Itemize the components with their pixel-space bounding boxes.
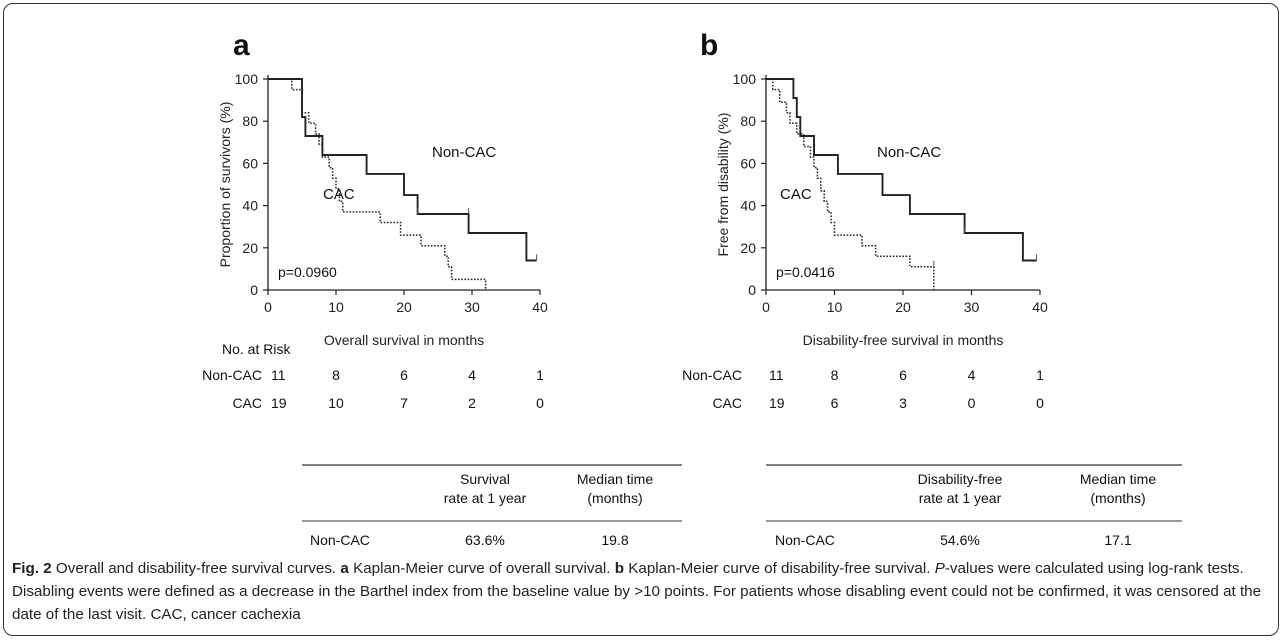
summary-rate: 54.6% xyxy=(940,532,980,548)
summary-median: 17.1 xyxy=(1104,532,1131,548)
y-tick-label: 40 xyxy=(242,198,258,214)
summary-header-line1: Median time xyxy=(1080,471,1156,487)
risk-count: 6 xyxy=(400,367,408,383)
risk-count: 1 xyxy=(1036,367,1044,383)
y-tick-label: 0 xyxy=(250,282,258,298)
risk-count: 11 xyxy=(271,367,286,383)
y-tick-label: 80 xyxy=(740,113,756,129)
series-label-cac: CAC xyxy=(323,186,355,203)
summary-header-line2: rate at 1 year xyxy=(919,490,1002,506)
y-tick-label: 60 xyxy=(740,155,756,171)
series-label-cac: CAC xyxy=(780,186,812,203)
risk-count: 6 xyxy=(899,367,907,383)
y-tick-label: 80 xyxy=(242,113,258,129)
figure-frame xyxy=(3,3,1279,636)
risk-count: 7 xyxy=(400,395,408,411)
y-tick-label: 20 xyxy=(740,240,756,256)
risk-row-label: CAC xyxy=(712,395,742,411)
km-curve-non-cac xyxy=(268,78,537,262)
p-value-label: p=0.0960 xyxy=(278,264,337,280)
p-value-label: p=0.0416 xyxy=(776,264,835,280)
km-curve-cac xyxy=(766,78,935,290)
x-tick-label: 20 xyxy=(895,299,911,315)
x-axis-title: Overall survival in months xyxy=(324,332,484,348)
km-curve-cac xyxy=(268,78,487,290)
risk-row-label: Non-CAC xyxy=(682,367,742,383)
figure-caption: Fig. 2 Overall and disability-free survi… xyxy=(12,557,1274,626)
panel-letter: b xyxy=(700,29,718,62)
risk-count: 4 xyxy=(468,367,476,383)
risk-count: 3 xyxy=(899,395,907,411)
risk-count: 1 xyxy=(536,367,544,383)
x-tick-label: 40 xyxy=(1032,299,1048,315)
summary-header-line1: Median time xyxy=(577,471,653,487)
risk-count: 11 xyxy=(769,367,784,383)
x-tick-label: 0 xyxy=(762,299,770,315)
risk-count: 6 xyxy=(831,395,839,411)
series-label-non-cac: Non-CAC xyxy=(877,144,941,161)
risk-count: 0 xyxy=(1036,395,1044,411)
summary-header-line1: Survival xyxy=(460,471,510,487)
y-tick-label: 60 xyxy=(242,155,258,171)
caption-fig-label: Fig. 2 xyxy=(12,560,52,577)
summary-header-line1: Disability-free xyxy=(918,471,1003,487)
risk-count: 4 xyxy=(968,367,976,383)
y-tick-label: 100 xyxy=(235,71,259,87)
risk-table-title: No. at Risk xyxy=(222,341,291,357)
risk-count: 0 xyxy=(968,395,976,411)
km-curve-non-cac xyxy=(766,78,1037,262)
risk-count: 0 xyxy=(536,395,544,411)
caption-b-text: Kaplan-Meier curve of disability-free su… xyxy=(628,560,931,577)
summary-rate: 63.6% xyxy=(465,532,505,548)
y-tick-label: 40 xyxy=(740,198,756,214)
x-axis-title: Disability-free survival in months xyxy=(803,332,1004,348)
caption-p-italic: P xyxy=(934,560,945,577)
summary-header-line2: (months) xyxy=(587,490,642,506)
summary-header-line2: rate at 1 year xyxy=(444,490,527,506)
risk-count: 19 xyxy=(271,395,287,411)
y-axis-title: Proportion of survivors (%) xyxy=(217,102,233,268)
risk-row-label: CAC xyxy=(232,395,262,411)
summary-median: 19.8 xyxy=(601,532,628,548)
y-tick-label: 100 xyxy=(733,71,757,87)
x-tick-label: 0 xyxy=(264,299,272,315)
caption-title: Overall and disability-free survival cur… xyxy=(55,560,337,577)
x-tick-label: 10 xyxy=(827,299,843,315)
series-label-non-cac: Non-CAC xyxy=(432,144,496,161)
caption-b-label: b xyxy=(614,560,625,577)
summary-row-label: Non-CAC xyxy=(310,532,370,548)
caption-a-text: Kaplan-Meier curve of overall survival. xyxy=(353,560,611,577)
summary-row-label: Non-CAC xyxy=(775,532,835,548)
x-tick-label: 40 xyxy=(532,299,548,315)
x-tick-label: 10 xyxy=(328,299,344,315)
risk-count: 8 xyxy=(831,367,839,383)
y-tick-label: 20 xyxy=(242,240,258,256)
x-tick-label: 20 xyxy=(396,299,412,315)
risk-count: 8 xyxy=(332,367,340,383)
y-tick-label: 0 xyxy=(748,282,756,298)
caption-rest: -values were calculated using log-rank t… xyxy=(12,560,1262,623)
y-axis-title: Free from disability (%) xyxy=(715,113,731,257)
summary-header-line2: (months) xyxy=(1090,490,1145,506)
panel-letter: a xyxy=(233,29,250,62)
risk-count: 10 xyxy=(328,395,344,411)
x-tick-label: 30 xyxy=(964,299,980,315)
x-tick-label: 30 xyxy=(464,299,480,315)
risk-count: 19 xyxy=(769,395,785,411)
caption-a-label: a xyxy=(340,560,349,577)
risk-count: 2 xyxy=(468,395,476,411)
risk-row-label: Non-CAC xyxy=(202,367,262,383)
